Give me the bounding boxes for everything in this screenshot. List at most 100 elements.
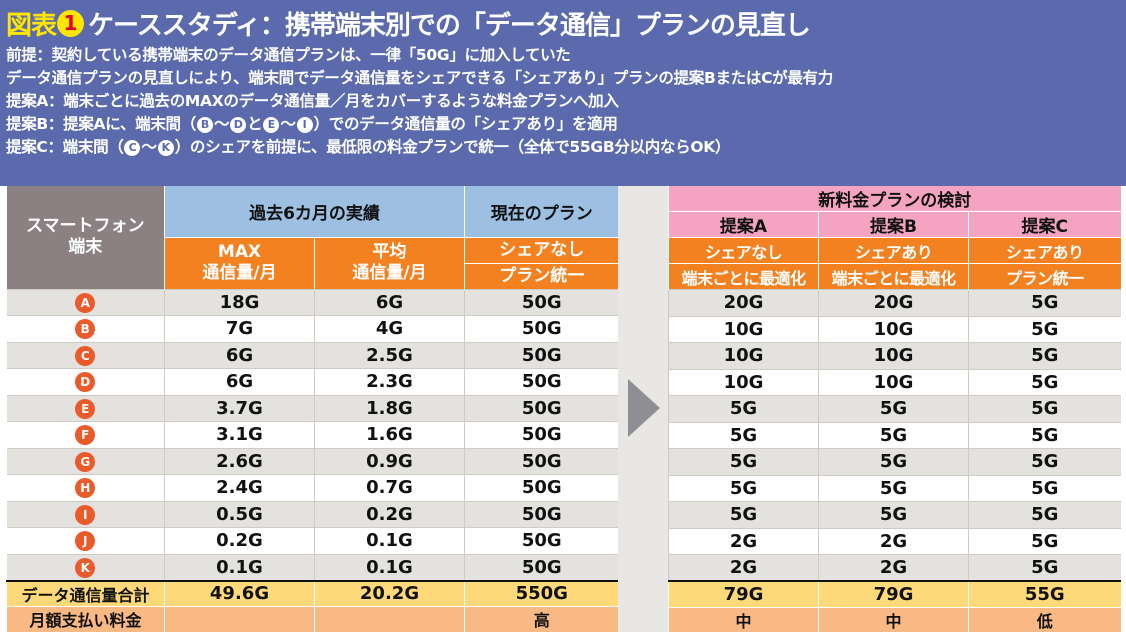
fee-row: 中中低 bbox=[668, 606, 1121, 632]
proposal-b-value: 2G bbox=[818, 554, 969, 581]
avg-value: 0.2G bbox=[314, 500, 465, 528]
avg-value: 4G bbox=[314, 315, 465, 342]
figure-number-icon: 1 bbox=[57, 9, 85, 37]
note-premise: 前提：契約している携帯端末のデータ通信プランは、一律「50G」に加入していた bbox=[6, 46, 571, 64]
avg-value: 0.7G bbox=[314, 474, 465, 501]
proposal-a-value: 2G bbox=[668, 554, 819, 581]
max-value: 6G bbox=[164, 341, 315, 369]
proposal-b-value: 5G bbox=[818, 395, 969, 422]
circled-letter-icon: D bbox=[230, 116, 247, 133]
note-proposal-b: 提案B：提案Aに、端末間（ B 〜 D と E 〜 I ）でのデータ通信量の「シェアあり」を適用 bbox=[6, 113, 833, 136]
table-row: 5G 5G 5G bbox=[668, 421, 1121, 449]
current-plan-value: 50G bbox=[464, 421, 619, 448]
circled-letter-icon: C bbox=[75, 345, 96, 366]
current-plan-value: 50G bbox=[464, 394, 619, 422]
past-header: 過去6カ月の実績 bbox=[164, 186, 465, 237]
terminal-cell: J bbox=[6, 527, 165, 554]
max-value: 3.1G bbox=[164, 421, 315, 448]
total-proposal-c: 55G bbox=[967, 580, 1121, 607]
current-plan-value: 50G bbox=[464, 447, 619, 475]
current-plan-sub-1: シェアなし bbox=[464, 236, 619, 263]
terminal-cell: G bbox=[6, 447, 165, 475]
proposal-a-header: 提案A bbox=[668, 211, 819, 238]
proposal-c-value: 5G bbox=[967, 421, 1121, 449]
proposal-c-value: 5G bbox=[967, 554, 1121, 581]
note-text: 〜 bbox=[141, 138, 157, 156]
proposal-b-value: 10G bbox=[818, 368, 969, 396]
fee-label: 月額支払い料金 bbox=[6, 606, 165, 632]
circled-letter-icon: E bbox=[263, 116, 280, 133]
total-row: データ通信量合計 49.6G 20.2G 550G bbox=[6, 579, 619, 607]
table-row: J 0.2G 0.1G 50G bbox=[6, 527, 619, 554]
circled-letter-icon: G bbox=[75, 451, 96, 472]
table-row: B 7G 4G 50G bbox=[6, 315, 619, 342]
proposal-c-value: 5G bbox=[967, 368, 1121, 396]
table-row: D 6G 2.3G 50G bbox=[6, 368, 619, 395]
table-row: 5G 5G 5G bbox=[668, 474, 1121, 502]
proposal-b-sub-2: 端末ごとに最適化 bbox=[818, 263, 969, 290]
proposal-b-value: 5G bbox=[818, 448, 969, 475]
terminal-header-line-2: 端末 bbox=[68, 237, 103, 258]
avg-value: 0.1G bbox=[314, 527, 465, 554]
circled-letter-icon: H bbox=[75, 478, 96, 499]
terminal-cell: D bbox=[6, 368, 165, 395]
table-row: 5G 5G 5G bbox=[668, 395, 1121, 422]
circled-letter-icon: D bbox=[75, 372, 96, 393]
total-label: データ通信量合計 bbox=[6, 579, 165, 607]
proposal-b-value: 5G bbox=[818, 474, 969, 502]
proposal-c-value: 5G bbox=[967, 395, 1121, 422]
note-text: 提案B：提案Aに、端末間（ bbox=[6, 115, 196, 133]
note-text: 〜 bbox=[280, 115, 296, 133]
circled-letter-icon: B bbox=[75, 319, 96, 340]
max-value: 18G bbox=[164, 288, 315, 316]
current-plan-value: 50G bbox=[464, 553, 619, 581]
proposal-a-value: 10G bbox=[668, 315, 819, 343]
circled-letter-icon: E bbox=[75, 398, 96, 419]
terminal-cell: H bbox=[6, 474, 165, 501]
figure-label: 図表 bbox=[6, 10, 57, 41]
proposal-a-sub-2: 端末ごとに最適化 bbox=[668, 263, 819, 290]
proposal-c-value: 5G bbox=[967, 501, 1121, 528]
past-and-current-table: スマートフォン 端末 過去6カ月の実績 現在のプラン MAX 通信量/月 平均 … bbox=[6, 186, 619, 632]
table-row: 5G 5G 5G bbox=[668, 448, 1121, 475]
new-plan-header: 新料金プランの検討 bbox=[667, 186, 1121, 212]
max-value: 2.6G bbox=[164, 447, 315, 475]
proposal-c-sub-2: プラン統一 bbox=[967, 263, 1121, 290]
avg-value: 2.3G bbox=[314, 368, 465, 395]
page-title: ケーススタディ：携帯端末別での「データ通信」プランの見直し bbox=[88, 10, 811, 41]
avg-value: 0.1G bbox=[314, 553, 465, 581]
proposal-b-value: 2G bbox=[818, 527, 969, 555]
current-plan-value: 50G bbox=[464, 474, 619, 501]
proposal-a-value: 5G bbox=[668, 448, 819, 475]
table-row: I 0.5G 0.2G 50G bbox=[6, 500, 619, 528]
circled-letter-icon: K bbox=[157, 139, 174, 156]
fee-row: 月額支払い料金 高 bbox=[6, 606, 619, 632]
proposal-a-value: 2G bbox=[668, 527, 819, 555]
table-row: 2G 2G 5G bbox=[668, 527, 1121, 555]
proposal-a-value: 5G bbox=[668, 395, 819, 422]
terminal-cell: A bbox=[6, 288, 165, 316]
fee-proposal-b: 中 bbox=[818, 606, 969, 632]
fee-max bbox=[164, 606, 315, 632]
avg-value: 1.8G bbox=[314, 394, 465, 422]
note-proposal-c: 提案C：端末間（ C 〜 K ）のシェアを前提に、最低限の料金プランで統一（全体で55G… bbox=[6, 136, 833, 159]
note-conclusion: データ通信プランの見直しにより、端末間でデータ通信量をシェアできる「シェアあり」… bbox=[6, 69, 833, 87]
note-text: と bbox=[247, 115, 263, 133]
table-row: 10G 10G 5G bbox=[668, 315, 1121, 343]
note-text: ）のシェアを前提に、最低限の料金プランで統一（全体で55GB分以内ならOK） bbox=[174, 138, 731, 156]
circled-letter-icon: C bbox=[124, 139, 141, 156]
proposal-c-value: 5G bbox=[967, 289, 1121, 316]
total-current: 550G bbox=[464, 579, 619, 607]
note-text: 提案C：端末間（ bbox=[6, 138, 124, 156]
table-row: K 0.1G 0.1G 50G bbox=[6, 553, 619, 581]
max-header: MAX 通信量/月 bbox=[164, 236, 315, 289]
terminal-cell: F bbox=[6, 421, 165, 448]
avg-value: 0.9G bbox=[314, 447, 465, 475]
table-row: F 3.1G 1.6G 50G bbox=[6, 421, 619, 448]
proposal-c-header: 提案C bbox=[967, 211, 1121, 238]
title-row: 図表 1 ケーススタディ：携帯端末別での「データ通信」プランの見直し bbox=[6, 4, 811, 42]
total-max: 49.6G bbox=[164, 579, 315, 607]
max-header-line-2: 通信量/月 bbox=[202, 263, 277, 283]
circled-letter-icon: F bbox=[75, 425, 96, 446]
current-plan-header: 現在のプラン bbox=[464, 186, 619, 237]
